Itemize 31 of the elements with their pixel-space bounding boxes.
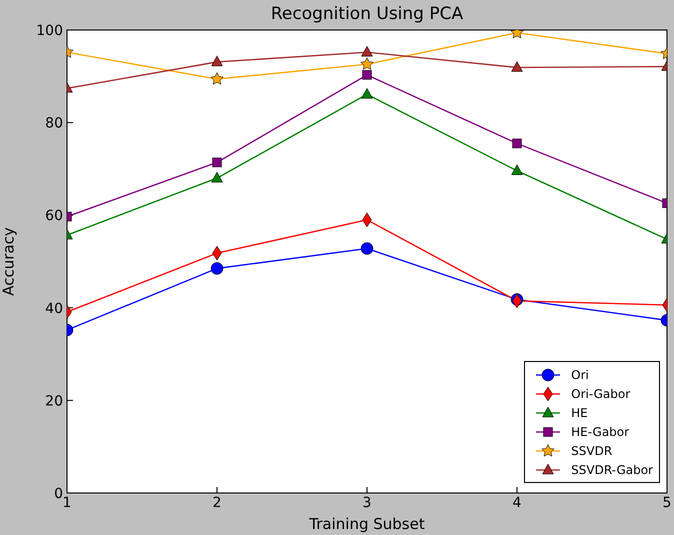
- y-tick-label: 80: [45, 116, 63, 132]
- y-tick-label: 40: [45, 300, 63, 317]
- y-tick-label: 100: [36, 22, 63, 39]
- chart-title: Recognition Using PCA: [270, 4, 464, 24]
- legend-label: Ori: [571, 368, 589, 382]
- x-tick-label: 2: [212, 494, 222, 511]
- x-tick-label: 4: [512, 494, 522, 511]
- point: [211, 56, 223, 66]
- point: [211, 172, 223, 182]
- legend-label: SSVDR: [571, 444, 612, 458]
- point: [360, 242, 374, 255]
- point: [361, 88, 373, 99]
- legend-label: SSVDR-Gabor: [571, 462, 653, 476]
- y-tick-label: 0: [54, 486, 63, 502]
- point: [212, 158, 222, 168]
- point: [512, 138, 522, 148]
- point: [361, 46, 373, 56]
- y-axis-title: Accuracy: [0, 227, 18, 296]
- x-tick-label: 3: [362, 494, 372, 511]
- point: [511, 164, 523, 175]
- point: [511, 61, 523, 72]
- x-axis-title: Training Subset: [308, 515, 425, 533]
- legend-label: HE-Gabor: [571, 424, 630, 438]
- y-tick-label: 20: [45, 393, 63, 410]
- y-tick-label: 60: [45, 208, 63, 224]
- legend-label: Ori-Gabor: [571, 386, 630, 400]
- point: [362, 70, 372, 80]
- legend-label: HE: [571, 406, 588, 420]
- point: [210, 262, 224, 275]
- x-tick-label: 5: [662, 494, 672, 511]
- x-tick-label: 1: [62, 494, 72, 511]
